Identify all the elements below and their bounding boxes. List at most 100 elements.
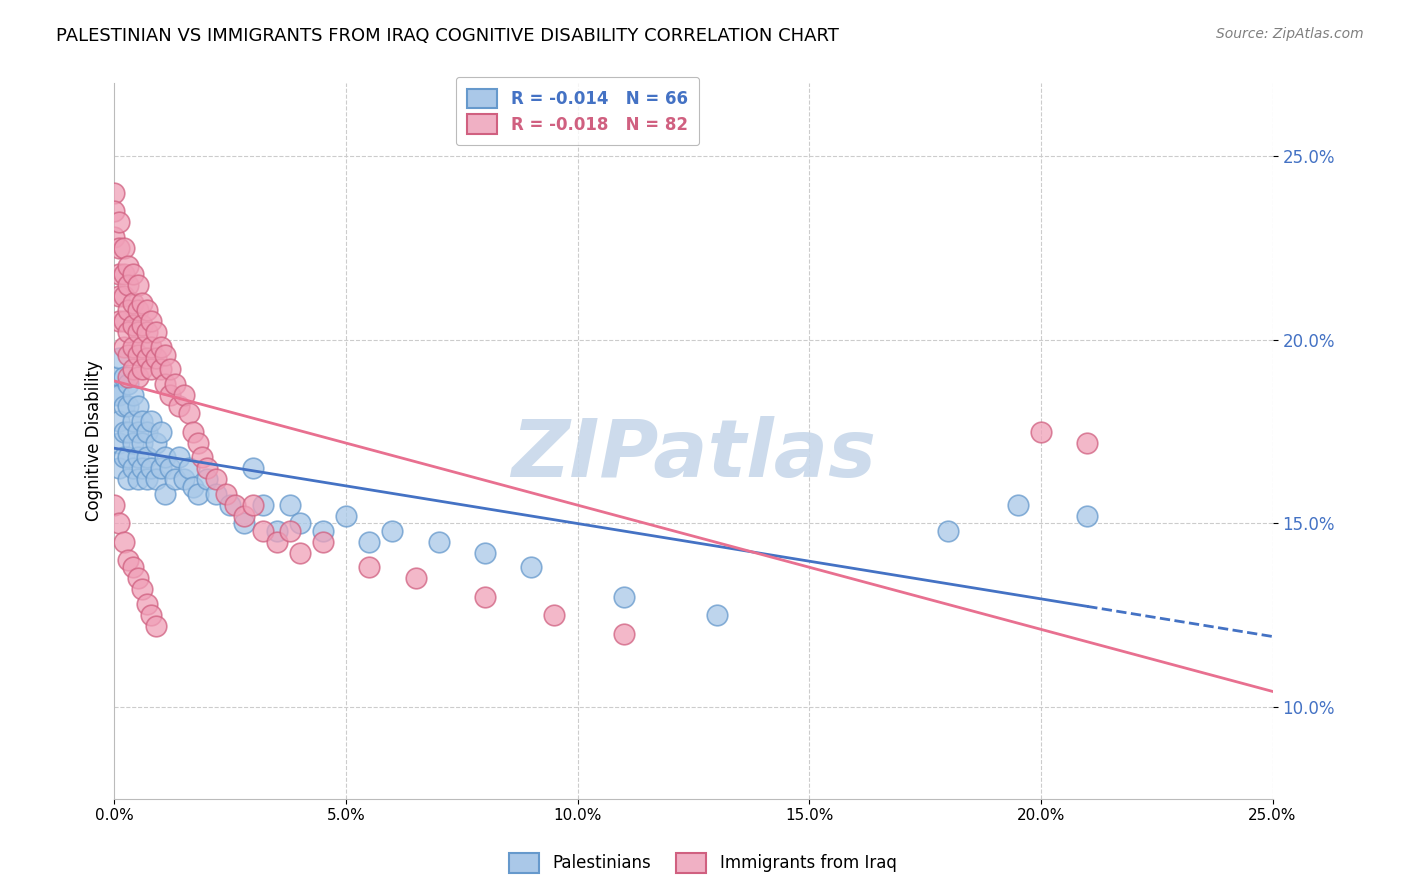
Point: [474, 590, 496, 604]
Y-axis label: Cognitive Disability: Cognitive Disability: [86, 360, 103, 521]
Point: [205, 487, 228, 501]
Text: Source: ZipAtlas.com: Source: ZipAtlas.com: [1216, 27, 1364, 41]
Point: [288, 516, 311, 531]
Point: [112, 534, 135, 549]
Point: [312, 534, 335, 549]
Point: [108, 388, 131, 402]
Point: [335, 509, 357, 524]
Point: [280, 498, 302, 512]
Point: [155, 450, 177, 465]
Point: [288, 546, 311, 560]
Point: [127, 369, 149, 384]
Point: [242, 461, 264, 475]
Point: [405, 572, 427, 586]
Point: [108, 215, 131, 229]
Point: [936, 524, 959, 538]
Point: [117, 376, 139, 391]
Legend: Palestinians, Immigrants from Iraq: Palestinians, Immigrants from Iraq: [503, 847, 903, 880]
Point: [135, 303, 157, 318]
Point: [141, 608, 163, 623]
Point: [117, 277, 139, 292]
Point: [131, 414, 153, 428]
Point: [173, 472, 195, 486]
Point: [145, 472, 167, 486]
Point: [117, 425, 139, 439]
Point: [145, 351, 167, 366]
Point: [191, 450, 214, 465]
Point: [177, 461, 200, 475]
Point: [155, 376, 177, 391]
Point: [173, 388, 195, 402]
Point: [266, 534, 288, 549]
Point: [127, 450, 149, 465]
Point: [117, 399, 139, 413]
Point: [112, 425, 135, 439]
Point: [117, 303, 139, 318]
Point: [108, 267, 131, 281]
Point: [108, 516, 131, 531]
Point: [613, 626, 636, 640]
Point: [122, 414, 145, 428]
Legend: R = -0.014   N = 66, R = -0.018   N = 82: R = -0.014 N = 66, R = -0.018 N = 82: [456, 77, 700, 145]
Point: [108, 241, 131, 255]
Point: [117, 450, 139, 465]
Point: [181, 480, 204, 494]
Point: [112, 267, 135, 281]
Point: [149, 362, 172, 376]
Point: [181, 425, 204, 439]
Point: [112, 399, 135, 413]
Point: [145, 326, 167, 340]
Point: [127, 326, 149, 340]
Point: [117, 260, 139, 274]
Point: [187, 487, 209, 501]
Point: [1007, 498, 1029, 512]
Point: [131, 296, 153, 310]
Point: [117, 472, 139, 486]
Point: [219, 498, 242, 512]
Point: [127, 303, 149, 318]
Point: [205, 472, 228, 486]
Point: [117, 553, 139, 567]
Point: [233, 516, 256, 531]
Point: [145, 435, 167, 450]
Point: [233, 509, 256, 524]
Point: [122, 435, 145, 450]
Point: [159, 461, 181, 475]
Point: [252, 524, 274, 538]
Point: [141, 340, 163, 354]
Point: [127, 399, 149, 413]
Point: [108, 414, 131, 428]
Point: [1029, 425, 1052, 439]
Point: [131, 461, 153, 475]
Point: [117, 347, 139, 361]
Point: [103, 230, 125, 244]
Point: [155, 347, 177, 361]
Point: [112, 369, 135, 384]
Point: [103, 388, 125, 402]
Point: [127, 425, 149, 439]
Point: [131, 435, 153, 450]
Point: [122, 388, 145, 402]
Point: [127, 472, 149, 486]
Point: [195, 461, 218, 475]
Point: [122, 340, 145, 354]
Point: [169, 450, 191, 465]
Point: [169, 399, 191, 413]
Point: [122, 267, 145, 281]
Point: [177, 406, 200, 420]
Point: [131, 340, 153, 354]
Point: [117, 369, 139, 384]
Point: [141, 314, 163, 328]
Point: [145, 619, 167, 633]
Point: [131, 362, 153, 376]
Point: [122, 318, 145, 333]
Point: [112, 450, 135, 465]
Point: [163, 472, 186, 486]
Point: [214, 487, 236, 501]
Point: [520, 560, 543, 574]
Point: [474, 546, 496, 560]
Point: [122, 296, 145, 310]
Point: [359, 534, 381, 549]
Point: [242, 498, 264, 512]
Point: [135, 425, 157, 439]
